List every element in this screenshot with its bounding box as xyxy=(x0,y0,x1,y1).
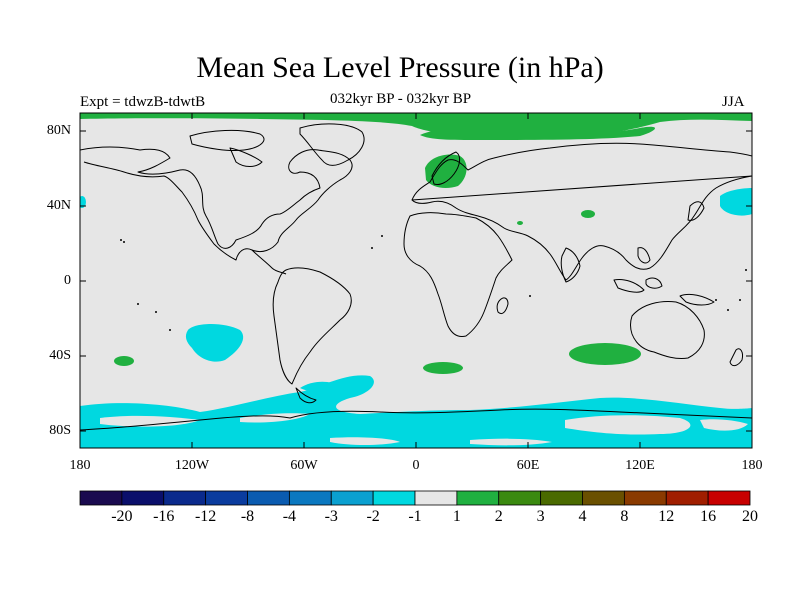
colorbar-label: 8 xyxy=(620,508,629,525)
colorbar-swatch xyxy=(247,490,290,506)
colorbar-swatch xyxy=(665,490,709,506)
lon-tick-label: 0 xyxy=(412,458,420,473)
lat-tick-label: 80N xyxy=(46,123,71,138)
lon-tick-label: 180 xyxy=(69,458,91,473)
colorbar-label: -16 xyxy=(153,508,175,525)
season-label: JJA xyxy=(722,94,745,110)
colorbar-swatch xyxy=(414,490,458,506)
axis-ticks xyxy=(80,113,752,448)
colorbar-swatch xyxy=(288,490,332,506)
colorbar-label: -8 xyxy=(240,508,255,525)
colorbar-swatch xyxy=(205,490,248,506)
lon-tick-label: 120E xyxy=(625,458,655,473)
colorbar-swatch xyxy=(540,490,583,506)
coastlines xyxy=(80,123,752,431)
colorbar-swatch xyxy=(582,490,625,506)
colorbar-swatch xyxy=(372,490,416,506)
colorbar-label: 20 xyxy=(742,508,758,525)
lat-tick-label: 40N xyxy=(46,198,71,213)
colorbar-swatch xyxy=(623,490,667,506)
colorbar-swatch xyxy=(707,490,751,506)
colorbar-swatch xyxy=(163,490,207,506)
colorbar-label: 3 xyxy=(536,508,545,525)
colorbar-swatch xyxy=(456,490,500,506)
colorbar-label: -4 xyxy=(282,508,297,525)
colorbar-label: -1 xyxy=(408,508,422,525)
colorbar-label: -2 xyxy=(366,508,380,525)
period-label: 032kyr BP - 032kyr BP xyxy=(330,91,472,107)
colorbar-label: 1 xyxy=(452,508,461,525)
colorbar-swatch xyxy=(121,490,165,506)
colorbar-label: -12 xyxy=(194,508,217,525)
lon-tick-label: 60E xyxy=(516,458,540,473)
lat-tick-label: 80S xyxy=(49,423,71,438)
lon-tick-label: 60W xyxy=(290,458,318,473)
positive-anomaly-regions xyxy=(80,113,752,374)
lon-tick-label: 180 xyxy=(741,458,763,473)
lon-tick-label: 120W xyxy=(174,458,210,473)
near-zero-holes xyxy=(100,413,748,446)
colorbar-label: 12 xyxy=(658,508,675,525)
colorbar-swatch xyxy=(498,490,542,506)
colorbar-swatch xyxy=(330,490,374,506)
colorbar-label: 4 xyxy=(578,508,587,525)
lat-tick-label: 0 xyxy=(64,273,71,288)
colorbar-label: 2 xyxy=(494,508,503,525)
chart-title: Mean Sea Level Pressure (in hPa) xyxy=(196,51,604,84)
colorbar-swatch xyxy=(79,490,123,506)
colorbar-label: -3 xyxy=(324,508,338,525)
experiment-label: Expt = tdwzB-tdwtB xyxy=(80,94,206,110)
colorbar-label: 16 xyxy=(700,508,717,525)
island-dots xyxy=(120,235,747,331)
map-background xyxy=(80,113,752,448)
lat-tick-label: 40S xyxy=(49,348,71,363)
colorbar xyxy=(79,490,751,506)
colorbar-label: -20 xyxy=(111,508,133,525)
